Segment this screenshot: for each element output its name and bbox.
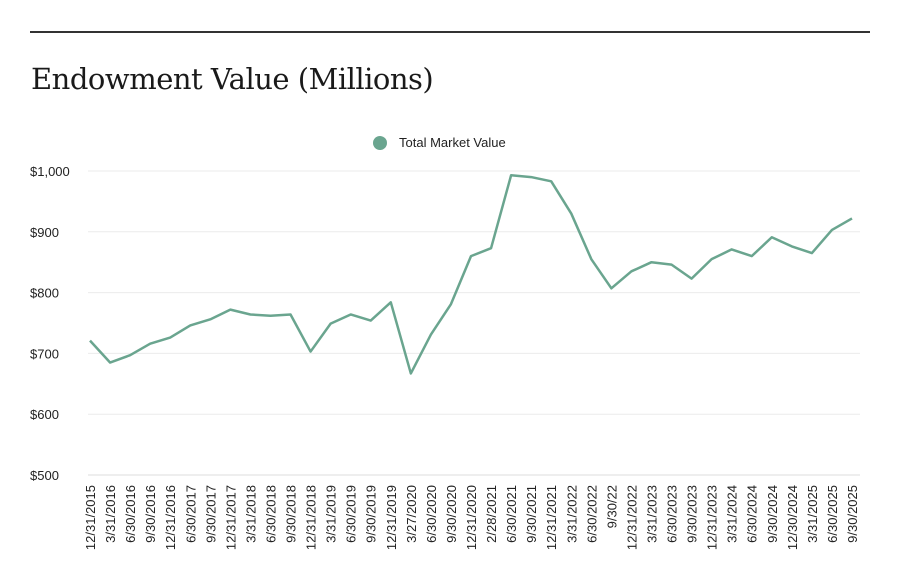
x-tick-label: 6/30/2020: [424, 485, 439, 543]
x-tick-label: 6/30/2025: [825, 485, 840, 543]
x-tick-label: 12/31/2023: [705, 485, 720, 550]
x-tick-label: 3/31/2016: [103, 485, 118, 543]
x-tick-label: 9/30/2017: [203, 485, 218, 543]
x-tick-label: 9/30/2016: [143, 485, 158, 543]
x-tick-label: 12/31/2021: [544, 485, 559, 550]
legend-label: Total Market Value: [399, 135, 506, 150]
y-tick-label: $600: [30, 407, 59, 422]
x-tick-label: 12/31/2016: [163, 485, 178, 550]
chart-title: Endowment Value (Millions): [31, 62, 434, 96]
x-tick-label: 6/30/2016: [123, 485, 138, 543]
x-tick-label: 9/30/22: [604, 485, 619, 528]
x-tick-label: 3/31/2022: [564, 485, 579, 543]
y-tick-label: $500: [30, 468, 59, 483]
y-tick-label: $900: [30, 225, 59, 240]
x-tick-label: 9/30/2018: [284, 485, 299, 543]
x-tick-label: 6/30/2023: [665, 485, 680, 543]
y-tick-label: $1,000: [30, 164, 70, 179]
x-tick-label: 6/30/2018: [263, 485, 278, 543]
x-tick-label: 9/30/2024: [765, 485, 780, 543]
x-tick-label: 3/31/2019: [324, 485, 339, 543]
x-tick-label: 6/30/2022: [584, 485, 599, 543]
x-tick-label: 2/28/2021: [484, 485, 499, 543]
x-tick-label: 3/31/2024: [725, 485, 740, 543]
x-tick-label: 12/31/2020: [464, 485, 479, 550]
x-tick-label: 12/31/2018: [304, 485, 319, 550]
x-tick-label: 9/30/2019: [364, 485, 379, 543]
x-tick-label: 9/30/2021: [524, 485, 539, 543]
x-tick-label: 6/30/2017: [183, 485, 198, 543]
y-tick-label: $700: [30, 346, 59, 361]
top-rule: [30, 31, 870, 33]
x-tick-label: 3/31/2025: [805, 485, 820, 543]
x-tick-label: 12/31/2017: [223, 485, 238, 550]
x-tick-label: 12/31/2019: [384, 485, 399, 550]
x-tick-label: 12/30/2024: [785, 485, 800, 550]
legend-marker: [373, 136, 387, 150]
y-tick-label: $800: [30, 286, 59, 301]
x-tick-label: 12/31/2015: [83, 485, 98, 550]
x-tick-label: 6/30/2024: [745, 485, 760, 543]
x-tick-label: 12/31/2022: [624, 485, 639, 550]
x-tick-label: 9/30/2020: [444, 485, 459, 543]
x-tick-label: 3/31/2023: [644, 485, 659, 543]
x-tick-label: 9/30/2025: [845, 485, 860, 543]
series-line-total-market-value: [89, 174, 853, 375]
x-tick-label: 3/31/2018: [243, 485, 258, 543]
x-tick-label: 9/30/2023: [685, 485, 700, 543]
x-tick-label: 6/30/2019: [344, 485, 359, 543]
x-tick-label: 3/27/2020: [404, 485, 419, 543]
x-tick-label: 6/30/2021: [504, 485, 519, 543]
